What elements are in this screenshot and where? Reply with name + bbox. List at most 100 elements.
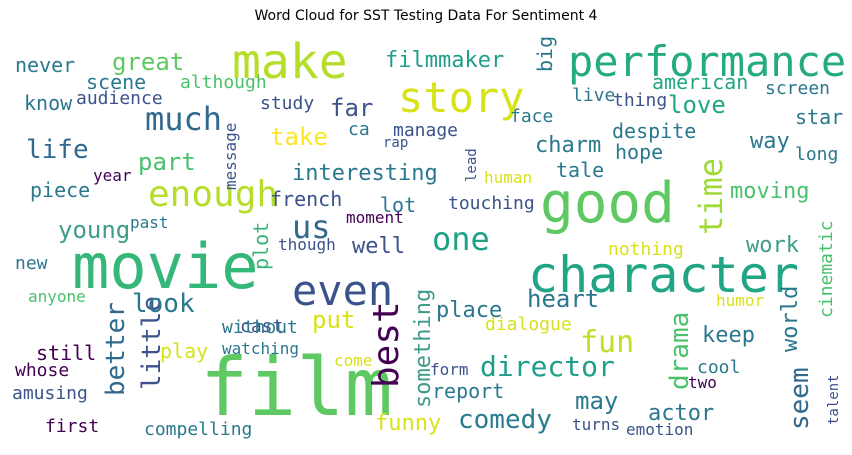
word-life: life	[26, 135, 89, 165]
word-well: well	[352, 234, 405, 259]
word-funny: funny	[375, 411, 441, 436]
word-us: us	[292, 208, 331, 246]
word-despite: despite	[612, 119, 696, 143]
word-moving: moving	[730, 179, 809, 204]
word-still: still	[36, 341, 96, 365]
word-study: study	[260, 93, 314, 114]
word-manage: manage	[393, 120, 458, 141]
word-screen: screen	[765, 78, 830, 99]
word-play: play	[160, 339, 208, 363]
word-enough: enough	[148, 174, 278, 215]
word-time: time	[692, 158, 730, 235]
word-lead: lead	[464, 148, 480, 182]
word-anyone: anyone	[28, 287, 86, 306]
word-though: though	[278, 235, 336, 254]
word-whose: whose	[15, 360, 69, 381]
word-cool: cool	[697, 357, 740, 378]
word-comedy: comedy	[458, 405, 552, 435]
word-first: first	[45, 416, 99, 437]
word-although: although	[180, 72, 267, 93]
word-two: two	[688, 373, 717, 392]
word-little: little	[137, 296, 167, 390]
word-look: look	[132, 289, 195, 319]
word-long: long	[795, 144, 838, 165]
word-scene: scene	[86, 70, 146, 94]
word-lot: lot	[380, 193, 416, 217]
word-young: young	[58, 216, 130, 244]
word-compelling: compelling	[144, 419, 252, 440]
word-without: without	[222, 317, 298, 338]
word-year: year	[93, 166, 132, 185]
word-fun: fun	[580, 325, 634, 360]
word-know: know	[24, 91, 73, 115]
word-world: world	[778, 286, 803, 352]
word-turns: turns	[572, 415, 620, 434]
word-great: great	[112, 48, 184, 76]
word-drama: drama	[665, 312, 695, 390]
word-amusing: amusing	[12, 383, 88, 404]
word-work: work	[746, 233, 799, 258]
word-nothing: nothing	[608, 239, 684, 260]
word-one: one	[432, 220, 490, 258]
word-better: better	[101, 302, 131, 396]
word-moment: moment	[346, 208, 404, 227]
word-way: way	[750, 129, 790, 154]
word-charm: charm	[535, 133, 601, 158]
word-part: part	[138, 148, 196, 176]
word-hope: hope	[615, 140, 663, 164]
word-heart: heart	[527, 285, 599, 313]
word-performance: performance	[568, 37, 846, 86]
word-thing: thing	[613, 90, 667, 111]
word-rap: rap	[383, 135, 408, 151]
chart-title: Word Cloud for SST Testing Data For Sent…	[254, 8, 598, 24]
word-cinematic: cinematic	[816, 220, 837, 318]
word-good: good	[540, 171, 675, 236]
word-human: human	[484, 168, 532, 187]
word-talent: talent	[826, 374, 842, 425]
word-past: past	[130, 213, 169, 232]
word-message: message	[221, 123, 240, 190]
word-place: place	[436, 298, 502, 323]
word-emotion: emotion	[626, 420, 693, 439]
word-movie: movie	[72, 230, 259, 303]
word-plot: plot	[249, 222, 273, 270]
word-dialogue: dialogue	[485, 314, 572, 335]
word-best: best	[366, 301, 407, 388]
word-star: star	[795, 105, 843, 129]
word-humor: humor	[716, 291, 765, 310]
word-take: take	[270, 123, 328, 151]
word-touching: touching	[448, 193, 535, 214]
word-make: make	[232, 34, 348, 90]
word-audience: audience	[76, 88, 163, 109]
word-story: story	[398, 73, 524, 122]
word-something: something	[411, 289, 436, 408]
word-come: come	[334, 351, 373, 370]
word-interesting: interesting	[292, 161, 438, 186]
word-put: put	[312, 306, 355, 334]
word-even: even	[292, 266, 393, 315]
word-form: form	[430, 360, 469, 379]
word-director: director	[480, 350, 615, 383]
word-cast: cast	[240, 316, 283, 337]
word-live: live	[572, 85, 615, 106]
word-filmmaker: filmmaker	[385, 48, 504, 73]
word-much: much	[145, 100, 222, 138]
word-report: report	[432, 379, 504, 403]
word-tale: tale	[556, 158, 604, 182]
word-keep: keep	[702, 323, 755, 348]
word-new: new	[15, 253, 48, 274]
word-face: face	[510, 106, 553, 127]
word-film: film	[200, 341, 393, 434]
word-actor: actor	[648, 401, 714, 426]
word-watching: watching	[222, 339, 299, 358]
word-big: big	[533, 36, 557, 72]
word-far: far	[330, 94, 373, 122]
word-love: love	[668, 91, 726, 119]
word-never: never	[15, 53, 75, 77]
word-american: american	[652, 70, 748, 94]
word-may: may	[575, 387, 618, 415]
word-french: french	[270, 187, 342, 211]
word-character: character	[528, 246, 799, 304]
word-ca: ca	[348, 119, 370, 140]
